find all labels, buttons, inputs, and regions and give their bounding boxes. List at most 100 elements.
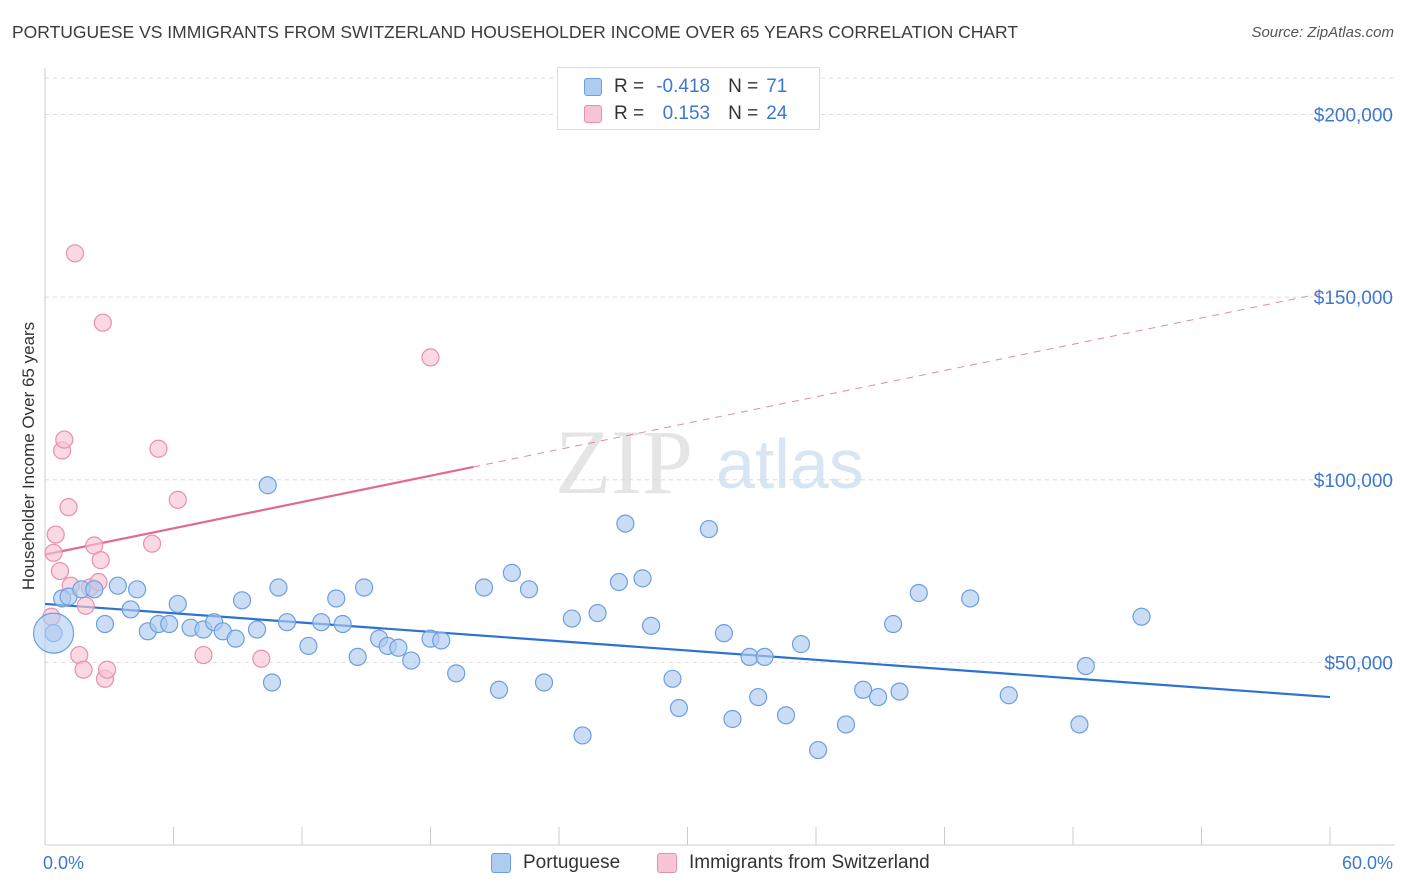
data-point [44,543,63,562]
data-point [616,514,635,533]
data-point [327,589,346,608]
trendline [44,602,1331,699]
source-label: Source: ZipAtlas.com [1251,24,1394,41]
data-point [76,596,95,615]
legend-swatch-swiss [657,853,677,873]
data-point [262,673,282,692]
data-point [348,647,367,667]
data-point [534,673,554,692]
data-point [714,624,734,643]
data-point [226,629,245,648]
data-point [699,519,719,539]
data-point [502,563,521,582]
data-point [333,614,352,634]
data-point [108,576,127,595]
data-point [142,534,162,553]
data-point [149,439,168,458]
data-point [1132,607,1151,626]
data-point [447,664,466,683]
data-point [633,569,652,588]
data-point [299,636,318,656]
y-axis-label: Householder Income Over 65 years [19,322,38,590]
portuguese-points [32,476,1151,760]
data-point [755,647,774,667]
legend-swatch-portuguese [491,853,511,873]
legend-item-swiss: Immigrants from Switzerland [657,852,930,874]
legend-n-label: N = [728,76,759,97]
legend-r-label: R = [614,76,645,97]
data-point [194,645,213,665]
data-point [252,649,271,668]
data-point [160,614,179,634]
data-point [999,686,1018,705]
data-point [74,660,93,679]
y-tick-label: $200,000 [1314,106,1393,127]
data-point [474,578,494,597]
data-point [663,669,682,688]
data-point [402,651,421,670]
data-point [854,680,873,699]
data-point [98,660,117,679]
legend-swatch-portuguese [584,78,602,96]
data-point [355,578,374,597]
data-point [91,551,110,570]
data-point [277,613,297,632]
stats-legend: R = -0.418 N = 71 R = 0.153 N = 24 [557,67,820,130]
legend-swatch-swiss [584,105,602,123]
data-point [168,490,187,509]
data-point [65,244,85,263]
data-point [791,635,811,654]
legend-n-value: 71 [766,76,788,97]
trendline [473,291,1331,468]
data-point [573,726,592,745]
data-point [809,740,828,760]
data-point [609,572,629,592]
data-point [269,578,288,597]
trendline [44,465,474,556]
data-point [1076,656,1095,676]
grid [45,77,1395,663]
data-point [168,594,187,614]
data-point [59,498,78,517]
data-point [127,580,147,599]
data-point [723,709,742,729]
data-point [232,591,252,610]
data-point [312,613,331,632]
legend-n-value: 24 [766,103,788,124]
legend-item-portuguese: Portuguese [491,852,620,874]
data-point [836,715,856,734]
series-legend: Portuguese Immigrants from Switzerland [0,852,1406,878]
axes [44,68,1395,846]
data-point [749,687,768,707]
data-point [883,614,903,634]
data-point [421,348,440,367]
data-point [961,589,980,608]
data-point [776,706,796,725]
watermark-atlas: atlas [716,425,864,503]
legend-row-portuguese: R = -0.418 N = 71 [584,74,787,100]
x-tick-max: 60.0% [1342,853,1393,873]
data-point [890,682,909,701]
chart-title: PORTUGUESE VS IMMIGRANTS FROM SWITZERLAN… [12,22,1019,42]
legend-row-swiss: R = 0.153 N = 24 [584,101,787,127]
data-point [432,631,451,650]
watermark: ZIP atlas [555,411,864,513]
legend-r-value: 0.153 [662,103,711,124]
data-point [588,603,607,623]
x-tick-min: 0.0% [43,853,84,873]
legend-label-portuguese: Portuguese [523,852,621,873]
data-point [55,430,74,449]
data-point [909,583,928,603]
y-tick-label: $50,000 [1324,653,1393,674]
data-point [389,638,408,657]
data-point-large [32,612,75,654]
data-point [489,680,509,699]
data-point [1070,715,1089,734]
data-point [641,616,661,635]
y-tick-label: $100,000 [1314,471,1393,492]
data-point [869,687,888,707]
data-point [562,609,581,628]
data-point [247,620,267,639]
legend-label-swiss: Immigrants from Switzerland [689,852,930,873]
